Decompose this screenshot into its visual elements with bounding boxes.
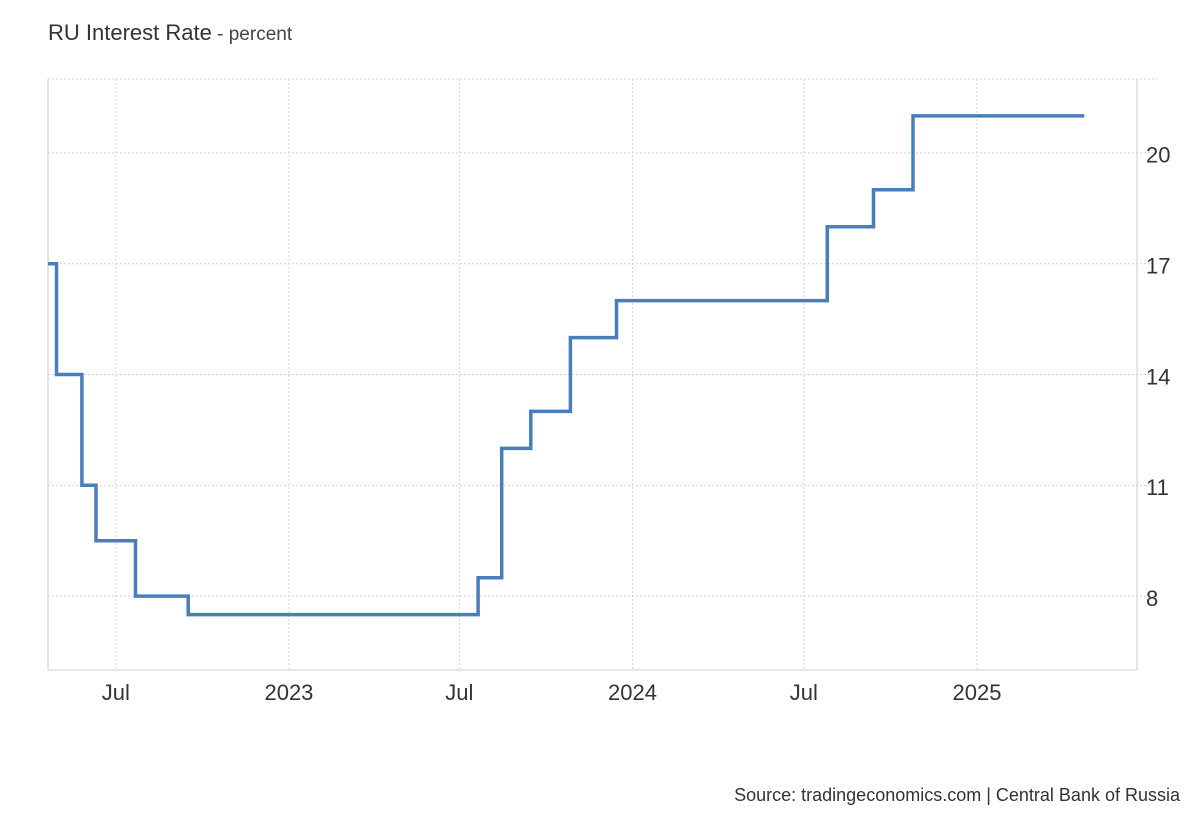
x-tick-label: 2025 bbox=[953, 680, 1002, 705]
y-tick-label: 14 bbox=[1146, 364, 1170, 389]
source-note: Source: tradingeconomics.com | Central B… bbox=[734, 785, 1180, 805]
y-tick-label: 8 bbox=[1146, 586, 1158, 611]
x-tick-label: Jul bbox=[445, 680, 473, 705]
series-line bbox=[48, 114, 1085, 617]
x-tick-label: Jul bbox=[102, 680, 130, 705]
x-tick-label: 2024 bbox=[608, 680, 657, 705]
chart-title: RU Interest Rate - percent bbox=[48, 20, 292, 46]
x-tick-label: Jul bbox=[790, 680, 818, 705]
chart-subtitle-separator: - bbox=[211, 24, 229, 45]
y-tick-label: 17 bbox=[1146, 254, 1170, 279]
chart-title-text: RU Interest Rate bbox=[48, 20, 212, 45]
chart-subtitle: percent bbox=[228, 24, 293, 45]
x-tick-label: 2023 bbox=[264, 680, 313, 705]
y-tick-label: 20 bbox=[1146, 143, 1170, 168]
y-tick-label: 11 bbox=[1146, 475, 1169, 500]
